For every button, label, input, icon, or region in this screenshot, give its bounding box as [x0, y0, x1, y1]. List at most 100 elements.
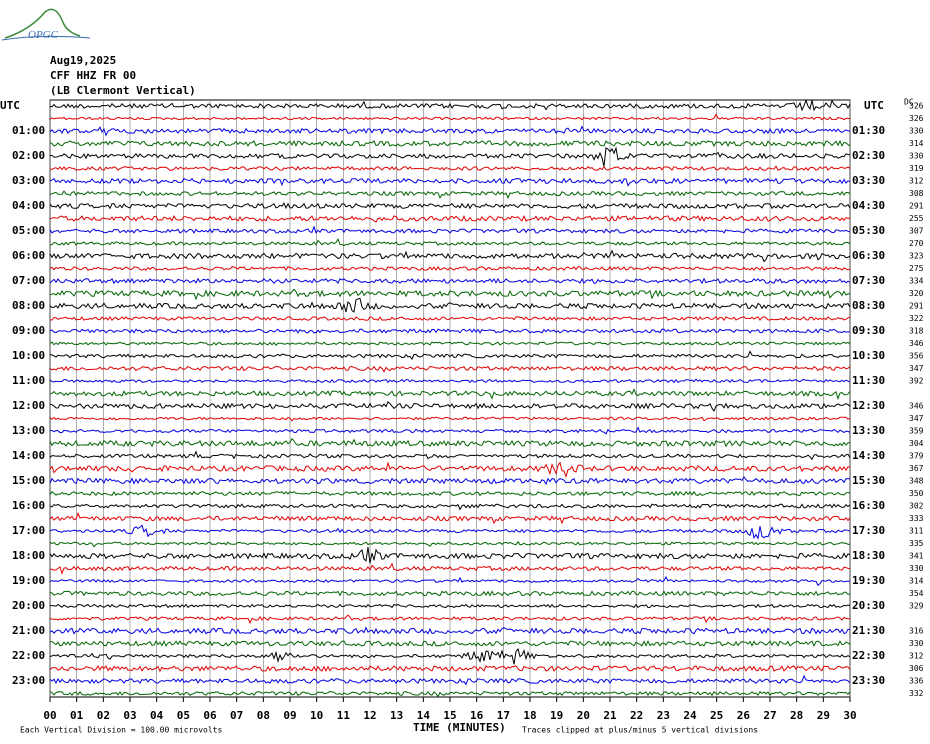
dc-value: 323 [909, 252, 924, 261]
footer-scale: Each Vertical Division = 100.00 microvol… [20, 726, 222, 735]
left-label: 22:00 [12, 649, 45, 662]
x-tick-label: 19 [550, 709, 563, 722]
left-label: 02:00 [12, 149, 45, 162]
right-label: 13:30 [852, 424, 885, 437]
x-tick-label: 03 [123, 709, 136, 722]
right-label: 23:30 [852, 674, 885, 687]
trace [50, 603, 851, 609]
x-tick-label: 22 [630, 709, 643, 722]
right-label: 17:30 [852, 524, 885, 537]
right-label: 15:30 [852, 474, 885, 487]
trace [49, 590, 851, 597]
dc-value: 326 [909, 114, 924, 123]
left-label: 12:00 [12, 399, 45, 412]
trace [49, 416, 851, 422]
x-tick-label: 05 [177, 709, 190, 722]
dc-value: 379 [909, 452, 924, 461]
dc-value: 347 [909, 364, 924, 373]
x-tick-label: 29 [817, 709, 830, 722]
trace [49, 214, 851, 223]
left-label: 14:00 [12, 449, 45, 462]
x-tick-label: 00 [43, 709, 56, 722]
logo-text: OPGC [28, 29, 59, 41]
left-label: UTC [0, 99, 20, 112]
dc-value: 291 [909, 202, 924, 211]
trace [49, 665, 851, 673]
x-tick-label: 28 [790, 709, 803, 722]
trace [49, 125, 851, 137]
trace [49, 388, 851, 401]
trace [49, 378, 851, 384]
dc-value: 270 [909, 239, 924, 248]
right-label: 11:30 [852, 374, 885, 387]
right-label: UTC [864, 99, 884, 112]
trace [49, 490, 851, 497]
dc-value: 320 [909, 289, 924, 298]
right-label: 04:30 [852, 199, 885, 212]
dc-value: 326 [909, 102, 924, 111]
trace [49, 547, 851, 564]
right-label: 12:30 [852, 399, 885, 412]
dc-value: 329 [909, 602, 924, 611]
left-label: 16:00 [12, 499, 45, 512]
x-tick-label: 20 [577, 709, 590, 722]
trace [49, 626, 851, 635]
x-tick-label: 10 [310, 709, 323, 722]
dc-value: 304 [909, 439, 924, 448]
dc-value: 330 [909, 152, 924, 161]
x-tick-label: 24 [683, 709, 697, 722]
trace [49, 690, 851, 698]
dc-value: 314 [909, 139, 924, 148]
trace [49, 341, 851, 346]
right-label: 08:30 [852, 299, 885, 312]
dc-value: 322 [909, 314, 924, 323]
dc-value: 330 [909, 127, 924, 136]
right-label: 14:30 [852, 449, 885, 462]
x-tick-label: 04 [150, 709, 164, 722]
dc-value: 356 [909, 352, 924, 361]
dc-value: 333 [909, 514, 924, 523]
right-label: 21:30 [852, 624, 885, 637]
dc-value: 312 [909, 652, 924, 661]
x-tick-label: 06 [203, 709, 217, 722]
right-label: 20:30 [852, 599, 885, 612]
trace [49, 277, 851, 285]
date: Aug19,2025 [50, 54, 116, 67]
left-label: 17:00 [12, 524, 45, 537]
trace [49, 237, 851, 247]
left-label: 20:00 [12, 599, 45, 612]
trace [49, 365, 851, 373]
x-tick-label: 02 [97, 709, 110, 722]
x-tick-label: 13 [390, 709, 403, 722]
trace [50, 146, 851, 167]
left-label: 15:00 [12, 474, 45, 487]
trace [49, 639, 851, 647]
right-label: 19:30 [852, 574, 885, 587]
trace [49, 461, 851, 479]
dc-header: DC [904, 98, 914, 107]
dc-value: 319 [909, 164, 924, 173]
trace [49, 647, 851, 665]
right-label: 07:30 [852, 274, 885, 287]
trace [49, 575, 851, 587]
trace [49, 503, 851, 511]
left-label: 23:00 [12, 674, 45, 687]
x-tick-label: 14 [417, 709, 431, 722]
trace [49, 249, 851, 263]
left-label: 08:00 [12, 299, 45, 312]
dc-value: 392 [909, 377, 924, 386]
dc-value: 334 [909, 277, 924, 286]
left-label: 13:00 [12, 424, 45, 437]
right-label: 22:30 [852, 649, 885, 662]
dc-value: 332 [909, 689, 924, 698]
dc-value: 302 [909, 502, 924, 511]
right-label: 10:30 [852, 349, 885, 362]
x-tick-label: 16 [470, 709, 484, 722]
dc-value: 350 [909, 489, 924, 498]
dc-value: 275 [909, 264, 924, 273]
trace [49, 297, 851, 313]
x-tick-label: 25 [710, 709, 723, 722]
trace [49, 540, 851, 548]
dc-value: 330 [909, 564, 924, 573]
